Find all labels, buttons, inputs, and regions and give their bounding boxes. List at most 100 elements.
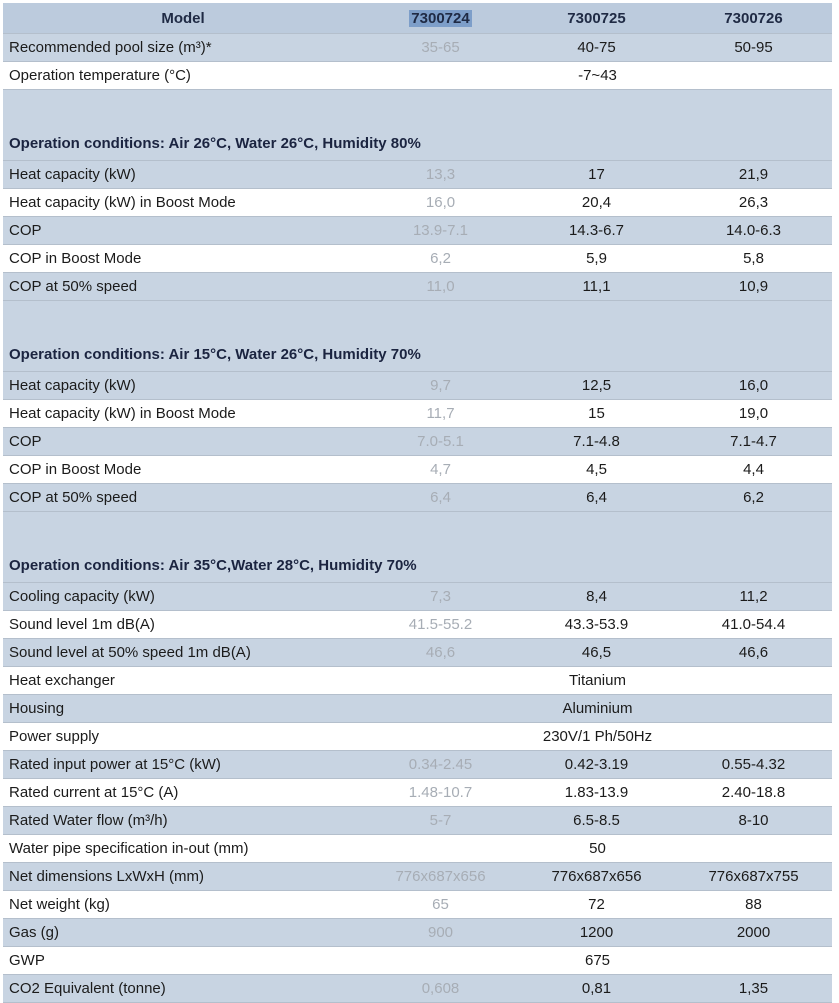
header-model-1: 7300724 xyxy=(363,3,518,34)
header-model-3: 7300726 xyxy=(675,3,832,34)
spec-row: Rated Water flow (m³/h) 5-7 6.5-8.5 8-10 xyxy=(3,806,832,835)
spec-table: Model 7300724 7300725 7300726 Recommende… xyxy=(3,3,832,1003)
spec-row: COP in Boost Mode 4,7 4,5 4,4 xyxy=(3,455,832,484)
spec-value-model-2: 46,5 xyxy=(518,638,675,667)
spec-value-model-1: 35-65 xyxy=(363,33,518,62)
spec-row: Cooling capacity (kW) 7,3 8,4 11,2 xyxy=(3,582,832,611)
header-model-label: Model xyxy=(3,3,363,34)
spec-value-model-1: 1.48-10.7 xyxy=(363,778,518,807)
spec-value-model-2: 15 xyxy=(518,399,675,428)
spec-value-model-3: 7.1-4.7 xyxy=(675,427,832,456)
spec-label: CO2 Equivalent (tonne) xyxy=(3,974,363,1003)
spec-label: Cooling capacity (kW) xyxy=(3,582,363,611)
spec-value-model-1: 16,0 xyxy=(363,188,518,217)
spec-value-model-3: 26,3 xyxy=(675,188,832,217)
spec-value-model-2: 0,81 xyxy=(518,974,675,1003)
spec-value-model-3: 5,8 xyxy=(675,244,832,273)
spec-row: CO2 Equivalent (tonne) 0,608 0,81 1,35 xyxy=(3,974,832,1003)
spec-value-model-3: 16,0 xyxy=(675,371,832,400)
spec-value-model-3: 21,9 xyxy=(675,160,832,189)
spec-value-model-2: 72 xyxy=(518,890,675,919)
spec-value-model-3: 10,9 xyxy=(675,272,832,301)
spec-value-model-1: 6,4 xyxy=(363,483,518,512)
spec-value-merged: -7~43 xyxy=(363,61,832,90)
spec-label: Net weight (kg) xyxy=(3,890,363,919)
spec-row: Housing Aluminium xyxy=(3,694,832,723)
spec-row: Recommended pool size (m³)* 35-65 40-75 50-… xyxy=(3,33,832,62)
spec-value-model-3: 1,35 xyxy=(675,974,832,1003)
spec-value-merged: 675 xyxy=(363,946,832,975)
spec-label: Heat capacity (kW) in Boost Mode xyxy=(3,188,363,217)
spec-row: Heat capacity (kW) in Boost Mode 11,7 15 19… xyxy=(3,399,832,428)
spec-row: Rated input power at 15°C (kW) 0.34-2.45 0… xyxy=(3,750,832,779)
section-header-row: Operation conditions: Air 15°C, Water 26… xyxy=(3,300,832,372)
spec-value-model-1: 7.0-5.1 xyxy=(363,427,518,456)
section-header-row: Operation conditions: Air 26°C, Water 26… xyxy=(3,89,832,161)
spec-row: GWP 675 xyxy=(3,946,832,975)
spec-value-model-1: 6,2 xyxy=(363,244,518,273)
spec-value-model-1: 0.34-2.45 xyxy=(363,750,518,779)
spec-value-model-2: 6,4 xyxy=(518,483,675,512)
spec-value-model-2: 1.83-13.9 xyxy=(518,778,675,807)
spec-label: COP xyxy=(3,427,363,456)
spec-value-model-1: 776x687x656 xyxy=(363,862,518,891)
spec-value-model-3: 50-95 xyxy=(675,33,832,62)
spec-label: Sound level at 50% speed 1m dB(A) xyxy=(3,638,363,667)
spec-value-model-2: 5,9 xyxy=(518,244,675,273)
spec-label: Heat capacity (kW) in Boost Mode xyxy=(3,399,363,428)
spec-row: Heat capacity (kW) in Boost Mode 16,0 20,4… xyxy=(3,188,832,217)
spec-value-model-3: 88 xyxy=(675,890,832,919)
spec-value-model-1: 46,6 xyxy=(363,638,518,667)
spec-row: Sound level at 50% speed 1m dB(A) 46,6 46,… xyxy=(3,638,832,667)
spec-value-merged: Aluminium xyxy=(363,694,832,723)
spec-value-model-1: 13.9-7.1 xyxy=(363,216,518,245)
header-model-2: 7300725 xyxy=(518,3,675,34)
spec-label: Operation temperature (°C) xyxy=(3,61,363,90)
spec-row: Water pipe specification in-out (mm) 50 xyxy=(3,834,832,863)
spec-label: Heat capacity (kW) xyxy=(3,371,363,400)
spec-value-model-2: 14.3-6.7 xyxy=(518,216,675,245)
spec-value-model-2: 40-75 xyxy=(518,33,675,62)
spec-row: Heat capacity (kW) 13,3 17 21,9 xyxy=(3,160,832,189)
spec-label: Power supply xyxy=(3,722,363,751)
spec-value-model-1: 4,7 xyxy=(363,455,518,484)
spec-row: Power supply 230V/1 Ph/50Hz xyxy=(3,722,832,751)
spec-value-model-3: 0.55-4.32 xyxy=(675,750,832,779)
spec-row: COP 13.9-7.1 14.3-6.7 14.0-6.3 xyxy=(3,216,832,245)
spec-label: Rated input power at 15°C (kW) xyxy=(3,750,363,779)
spec-value-model-3: 46,6 xyxy=(675,638,832,667)
spec-value-model-2: 17 xyxy=(518,160,675,189)
spec-label: Rated Water flow (m³/h) xyxy=(3,806,363,835)
spec-value-model-3: 4,4 xyxy=(675,455,832,484)
spec-value-model-1: 5-7 xyxy=(363,806,518,835)
spec-value-model-2: 11,1 xyxy=(518,272,675,301)
spec-value-model-3: 2.40-18.8 xyxy=(675,778,832,807)
spec-label: COP in Boost Mode xyxy=(3,455,363,484)
spec-value-model-3: 6,2 xyxy=(675,483,832,512)
spec-row: COP at 50% speed 11,0 11,1 10,9 xyxy=(3,272,832,301)
section-header-row: Operation conditions: Air 35°C,Water 28°… xyxy=(3,511,832,583)
spec-value-model-1: 9,7 xyxy=(363,371,518,400)
spec-table-body: Model 7300724 7300725 7300726 Recommende… xyxy=(3,3,832,1003)
spec-value-model-2: 12,5 xyxy=(518,371,675,400)
spec-label: COP at 50% speed xyxy=(3,272,363,301)
header-row: Model 7300724 7300725 7300726 xyxy=(3,3,832,34)
spec-value-model-1: 13,3 xyxy=(363,160,518,189)
spec-value-merged: 230V/1 Ph/50Hz xyxy=(363,722,832,751)
spec-value-model-1: 0,608 xyxy=(363,974,518,1003)
header-model-1-highlight: 7300724 xyxy=(409,9,472,27)
spec-value-model-2: 6.5-8.5 xyxy=(518,806,675,835)
spec-value-model-1: 11,0 xyxy=(363,272,518,301)
spec-row: Heat capacity (kW) 9,7 12,5 16,0 xyxy=(3,371,832,400)
section-title: Operation conditions: Air 15°C, Water 26… xyxy=(3,300,832,372)
spec-row: COP 7.0-5.1 7.1-4.8 7.1-4.7 xyxy=(3,427,832,456)
spec-value-merged: 50 xyxy=(363,834,832,863)
spec-value-model-2: 7.1-4.8 xyxy=(518,427,675,456)
spec-row: Rated current at 15°C (A) 1.48-10.7 1.83-1… xyxy=(3,778,832,807)
spec-row: COP in Boost Mode 6,2 5,9 5,8 xyxy=(3,244,832,273)
spec-value-model-3: 19,0 xyxy=(675,399,832,428)
spec-value-model-2: 8,4 xyxy=(518,582,675,611)
spec-label: Net dimensions LxWxH (mm) xyxy=(3,862,363,891)
spec-label: COP in Boost Mode xyxy=(3,244,363,273)
spec-value-model-3: 41.0-54.4 xyxy=(675,610,832,639)
